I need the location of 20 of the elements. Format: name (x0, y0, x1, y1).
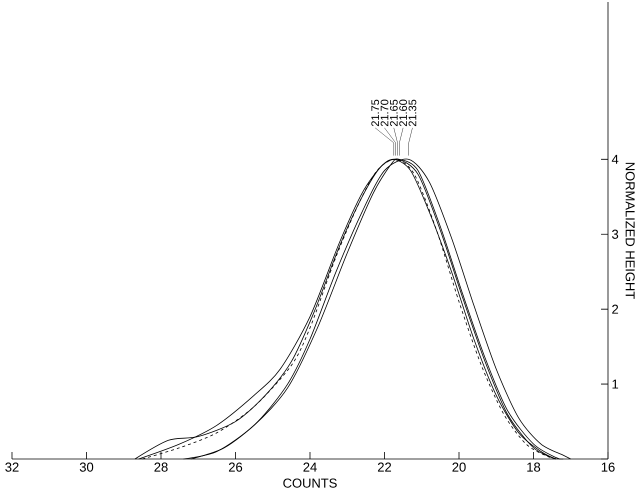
x-tick-label: 30 (80, 462, 94, 472)
x-tick-label: 16 (602, 462, 615, 472)
y-tick-label: 2 (612, 304, 618, 314)
y-axis-title: NORMALIZED HEIGHT (626, 162, 635, 299)
annotation: 21.70 (380, 100, 388, 126)
y-tick-label: 3 (612, 230, 618, 239)
annotation: 21.65 (390, 100, 398, 126)
x-axis-title: COUNTS (283, 478, 337, 488)
annotation: 21.75 (371, 100, 380, 126)
annotation: 21.60 (399, 100, 408, 126)
x-tick-label: 22 (378, 462, 392, 472)
x-tick-label: 18 (527, 462, 540, 472)
x-tick-label: 32 (5, 462, 19, 472)
y-tick-label: 1 (612, 380, 618, 389)
x-tick-label: 26 (228, 462, 242, 472)
x-tick-label: 28 (154, 462, 168, 472)
annotation: 21.35 (408, 100, 416, 126)
x-tick-label: 24 (303, 462, 317, 472)
y-tick-label: 4 (612, 154, 618, 164)
x-tick-label: 20 (452, 462, 466, 472)
